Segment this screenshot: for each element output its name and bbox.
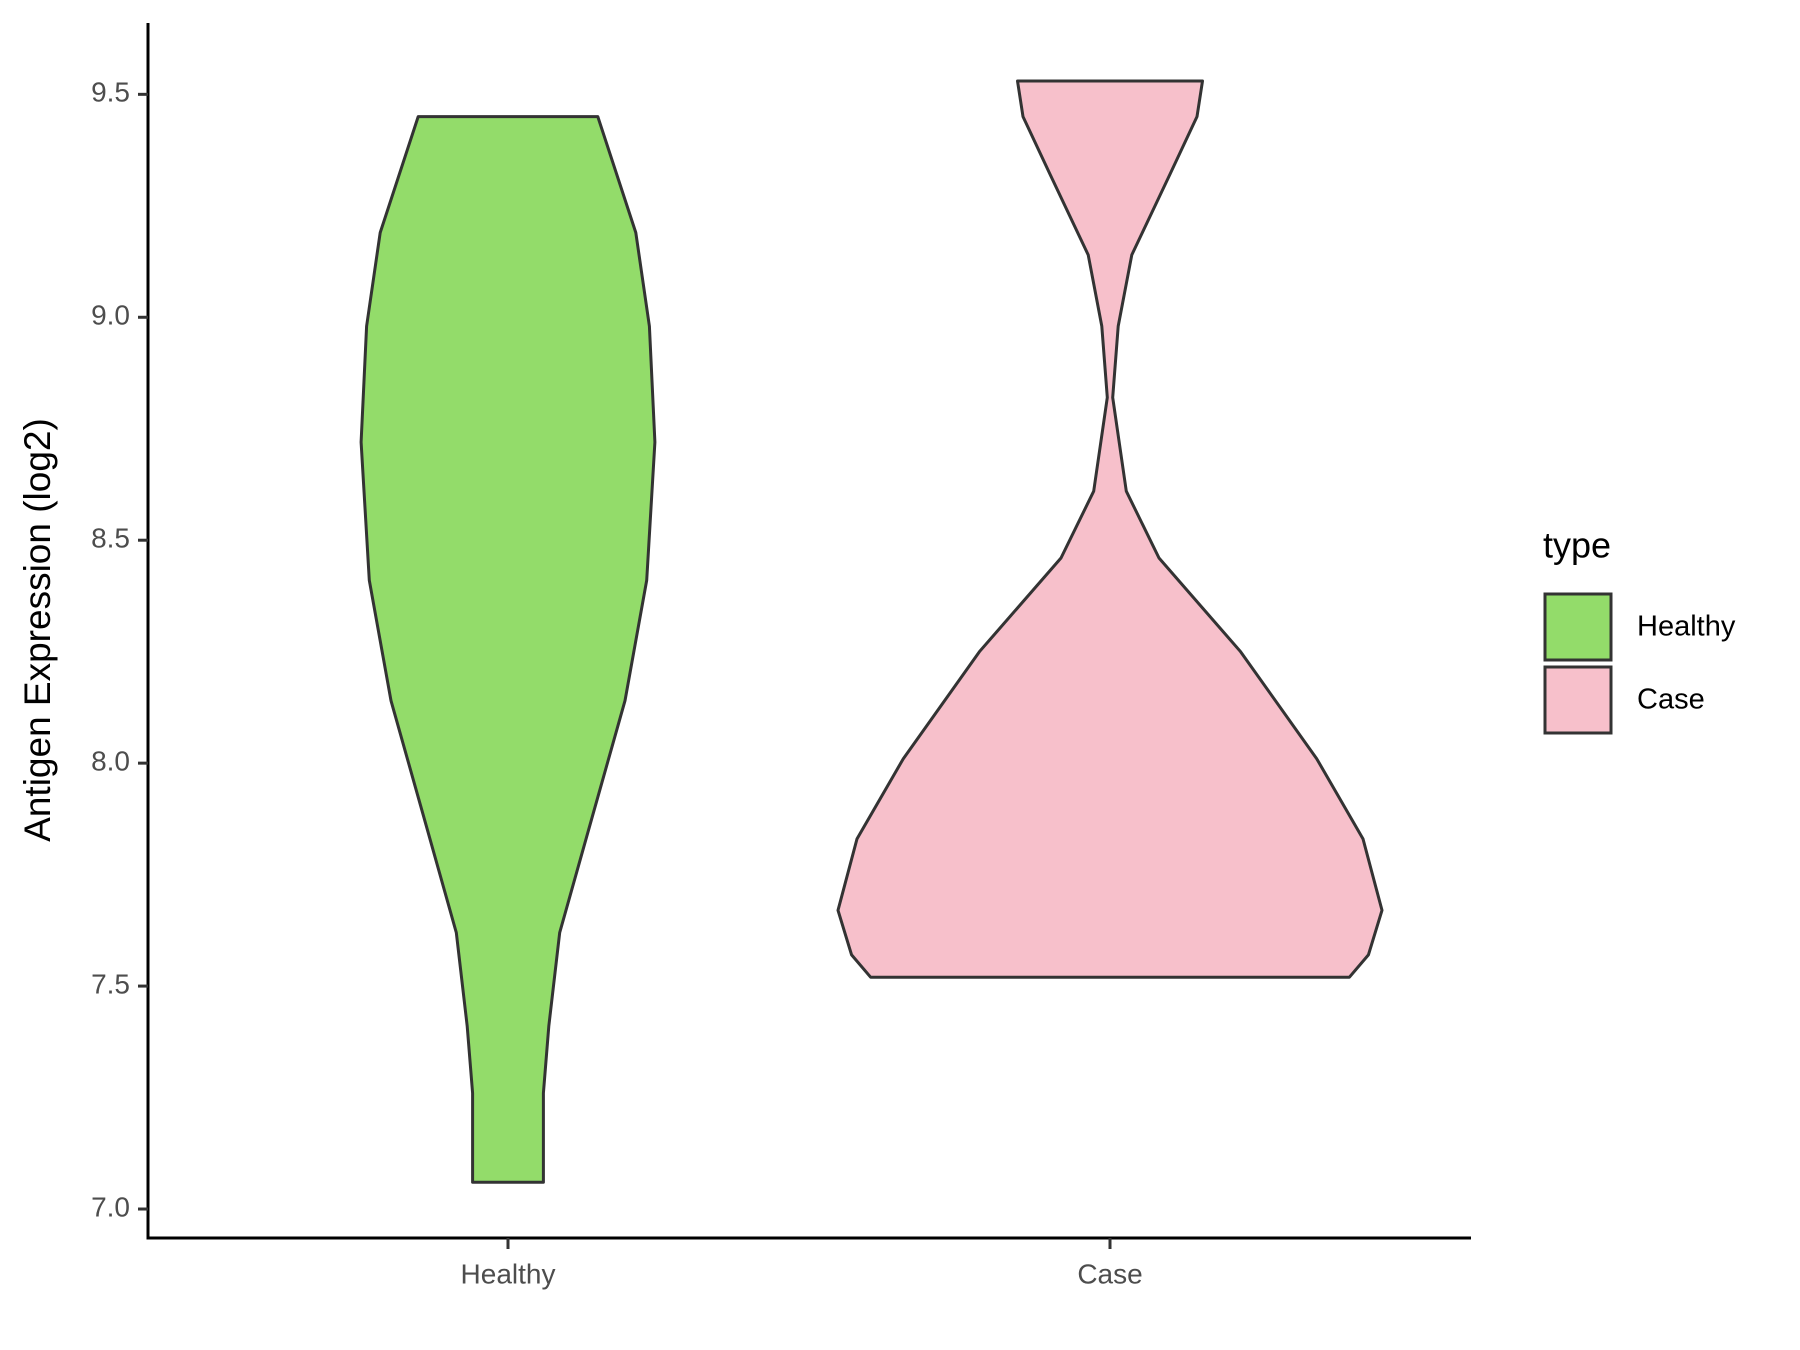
y-tick-label: 9.5 — [91, 77, 130, 108]
y-tick-label: 7.5 — [91, 968, 130, 999]
legend-key — [1543, 592, 1613, 662]
x-tick-label: Case — [1077, 1258, 1142, 1289]
violin — [359, 115, 657, 1184]
violin — [836, 79, 1384, 979]
y-tick-label: 8.0 — [91, 746, 130, 777]
legend-title: type — [1543, 525, 1611, 566]
y-tick-label: 9.0 — [91, 300, 130, 331]
x-tick-label: Healthy — [461, 1258, 556, 1289]
y-tick-label: 8.5 — [91, 523, 130, 554]
legend-label: Case — [1637, 684, 1705, 716]
legend-key — [1543, 665, 1613, 735]
y-axis-title: Antigen Expression (log2) — [17, 418, 58, 842]
legend-label: Healthy — [1637, 611, 1736, 643]
y-tick-label: 7.0 — [91, 1191, 130, 1222]
